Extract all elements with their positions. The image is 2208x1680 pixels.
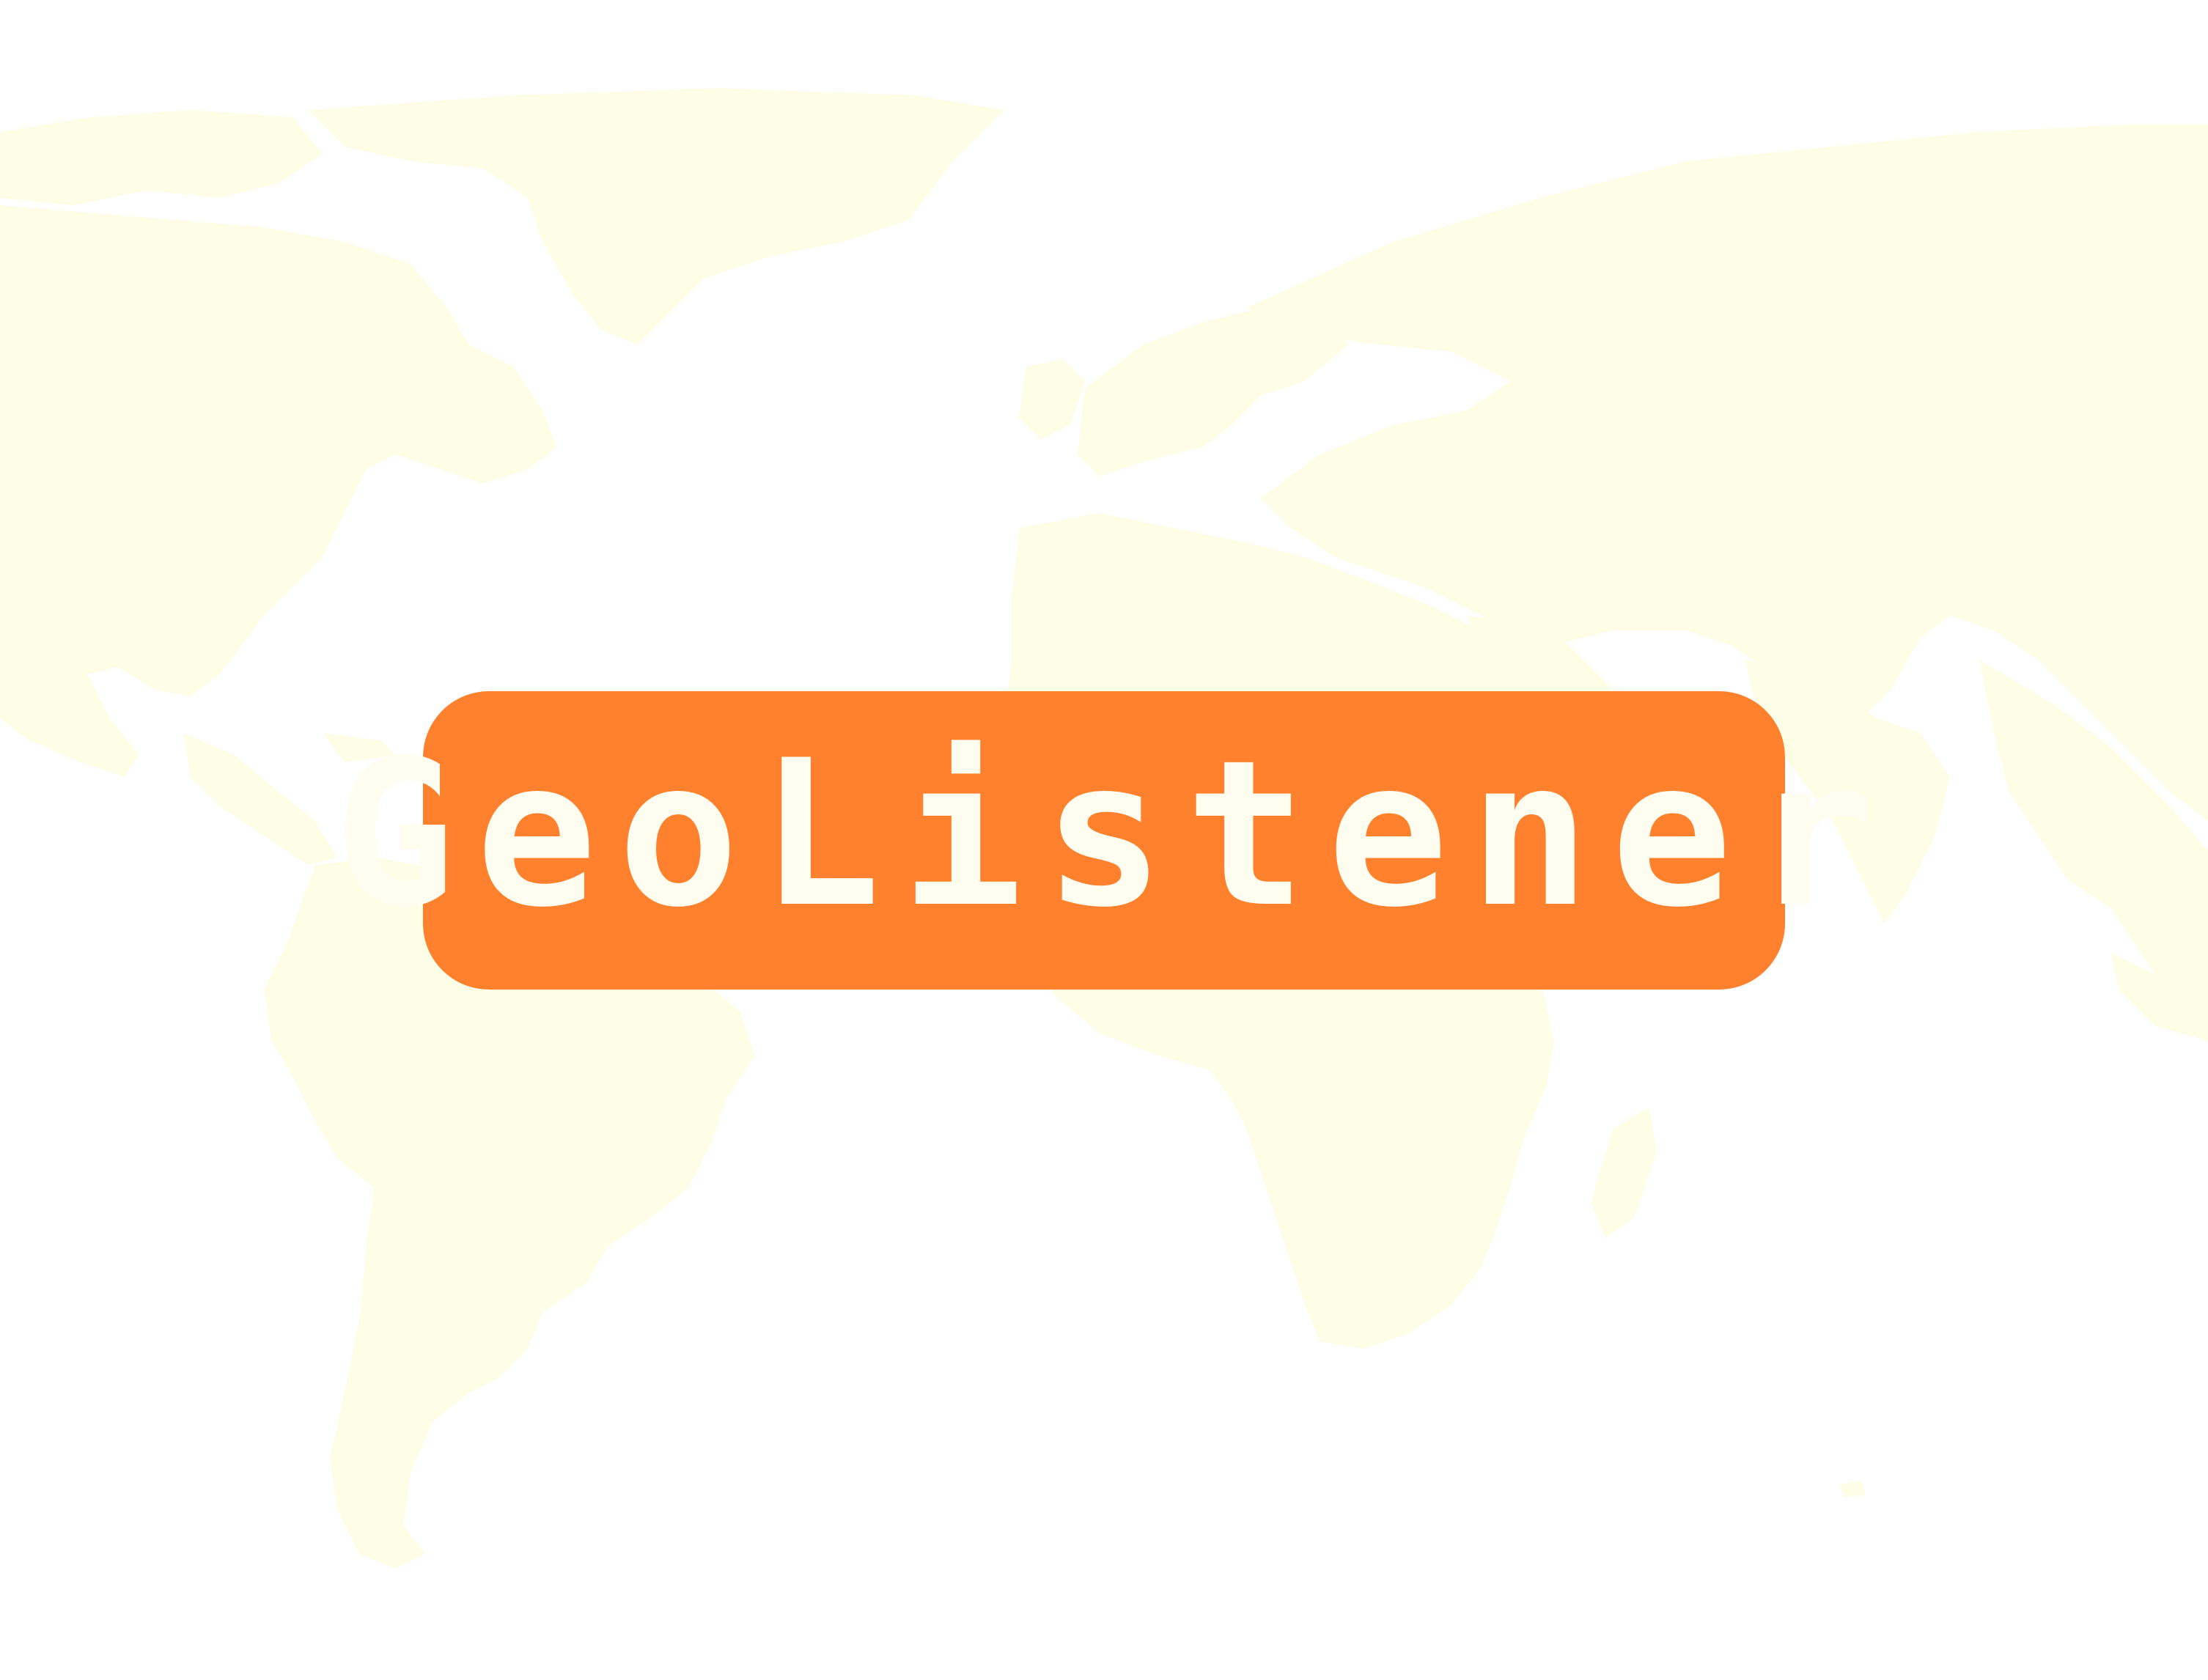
- caribbean-shape: [323, 733, 396, 762]
- uk-shape: [1019, 359, 1085, 440]
- central-america-shape: [183, 733, 337, 865]
- south-america-shape: [264, 858, 755, 1569]
- north-america-shape: [0, 205, 557, 777]
- asia-shape: [1246, 125, 2208, 821]
- arctic-islands-shape: [0, 110, 323, 205]
- app-logo-text: GeoListener: [334, 717, 1895, 951]
- madagascar-shape: [1591, 1107, 1657, 1239]
- logo-badge: GeoListener: [334, 691, 1874, 990]
- southeast-asia-shape: [1979, 660, 2208, 1019]
- greenland-shape: [308, 88, 1004, 345]
- india-shape: [1745, 660, 1950, 924]
- indonesia-shape: [2111, 953, 2208, 1041]
- small-island-shape: [1840, 1481, 1866, 1497]
- europe-shape: [1078, 308, 1349, 476]
